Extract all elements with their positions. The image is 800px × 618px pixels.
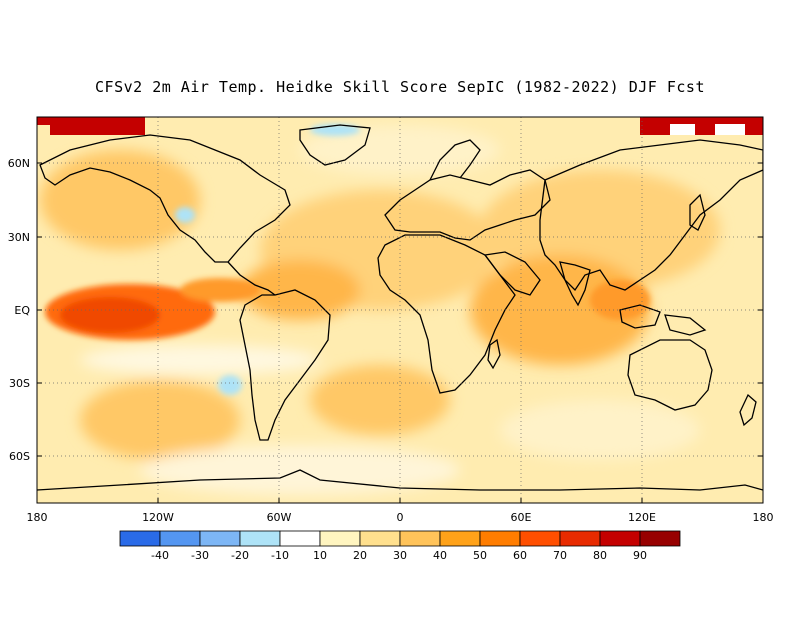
lon-label-120w: 120W	[142, 511, 174, 524]
colorbar: -40 -30 -20 -10 10 20 30 40 50 60 70 80 90	[119, 530, 681, 562]
colorbar-tick-label: 20	[353, 549, 367, 562]
coastlines	[37, 124, 763, 491]
lon-label-60e: 60E	[511, 511, 532, 524]
colorbar-swatch	[439, 530, 481, 547]
colorbar-tick-label: 40	[433, 549, 447, 562]
colorbar-swatch	[319, 530, 361, 547]
colorbar-tick-label: -20	[231, 549, 249, 562]
colorbar-swatch	[559, 530, 601, 547]
lon-label-60w: 60W	[267, 511, 292, 524]
colorbar-tick-label: 30	[393, 549, 407, 562]
colorbar-tick-label: 60	[513, 549, 527, 562]
colorbar-tick-label: 70	[553, 549, 567, 562]
colorbar-swatch	[239, 530, 281, 547]
colorbar-swatch	[359, 530, 401, 547]
colorbar-swatch	[399, 530, 441, 547]
axis-ticks	[37, 162, 763, 503]
colorbar-tick-label: -30	[191, 549, 209, 562]
graticule	[37, 117, 763, 503]
lon-label-0: 0	[397, 511, 404, 524]
colorbar-tick-label: -10	[271, 549, 289, 562]
colorbar-swatch	[479, 530, 521, 547]
colorbar-swatch	[159, 530, 201, 547]
colorbar-tick-label: 10	[313, 549, 327, 562]
map-title: CFSv2 2m Air Temp. Heidke Skill Score Se…	[95, 78, 705, 96]
lon-label-180e: 180	[753, 511, 774, 524]
lat-label-30n: 30N	[8, 231, 30, 244]
lon-label-180w: 180	[27, 511, 48, 524]
colorbar-swatch	[519, 530, 561, 547]
lat-label-60n: 60N	[8, 157, 30, 170]
colorbar-tick-label: 80	[593, 549, 607, 562]
colorbar-swatch	[639, 530, 681, 547]
lat-label-60s: 60S	[9, 450, 30, 463]
lat-label-eq: EQ	[14, 304, 30, 317]
colorbar-swatch	[199, 530, 241, 547]
colorbar-swatch	[119, 530, 161, 547]
colorbar-swatch	[599, 530, 641, 547]
colorbar-tick-label: -40	[151, 549, 169, 562]
lat-label-30s: 30S	[9, 377, 30, 390]
colorbar-tick-label: 90	[633, 549, 647, 562]
lon-label-120e: 120E	[628, 511, 656, 524]
colorbar-tick-label: 50	[473, 549, 487, 562]
colorbar-swatch	[279, 530, 321, 547]
